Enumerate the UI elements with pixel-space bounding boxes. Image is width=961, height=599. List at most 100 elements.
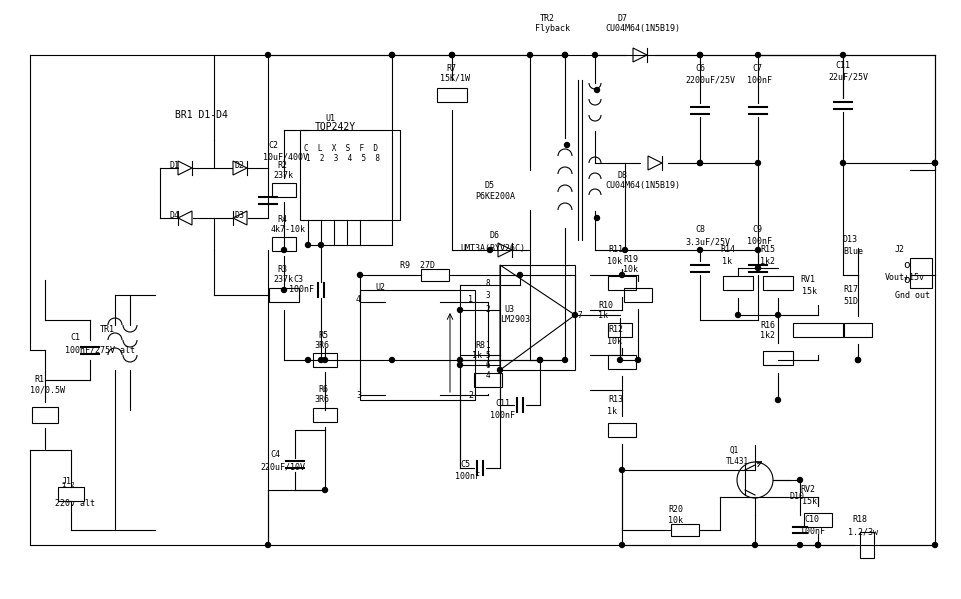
Text: 237k: 237k <box>273 171 293 180</box>
Text: R19: R19 <box>623 256 637 265</box>
Text: C4: C4 <box>270 450 280 459</box>
Bar <box>762 351 792 365</box>
Text: D3: D3 <box>234 210 245 219</box>
Bar <box>723 276 752 290</box>
Text: C10: C10 <box>803 516 818 525</box>
Text: 22uF/25V: 22uF/25V <box>827 72 867 81</box>
Text: 15K/1W: 15K/1W <box>439 74 470 83</box>
Bar <box>843 323 871 337</box>
Text: D7: D7 <box>617 14 628 23</box>
Circle shape <box>797 543 801 547</box>
Circle shape <box>306 243 310 247</box>
Bar <box>624 288 652 302</box>
Circle shape <box>697 161 702 165</box>
Circle shape <box>931 543 937 547</box>
Text: 1k: 1k <box>722 256 731 265</box>
Bar <box>909 258 931 288</box>
Text: 100nF: 100nF <box>489 410 514 419</box>
Circle shape <box>594 87 599 92</box>
Text: 8: 8 <box>485 280 489 289</box>
Text: 3.3uF/25V: 3.3uF/25V <box>684 237 729 247</box>
Text: R4: R4 <box>277 216 286 225</box>
Circle shape <box>527 53 532 58</box>
Circle shape <box>537 358 542 362</box>
Text: D2: D2 <box>234 161 245 170</box>
Bar <box>607 423 635 437</box>
Text: 100nF/275V alt: 100nF/275V alt <box>65 346 135 355</box>
Text: C1: C1 <box>70 334 80 343</box>
Circle shape <box>592 53 597 58</box>
Text: U2: U2 <box>375 283 384 292</box>
Bar <box>312 408 336 422</box>
Text: C  L  X  S  F  D: C L X S F D <box>304 144 378 153</box>
Text: R20: R20 <box>667 506 682 515</box>
Circle shape <box>282 288 286 292</box>
Circle shape <box>754 161 760 165</box>
Bar <box>421 269 449 281</box>
Circle shape <box>318 358 323 362</box>
Text: D4: D4 <box>170 210 180 219</box>
Text: 4k7-10k: 4k7-10k <box>271 225 306 234</box>
Text: 10/0.5W: 10/0.5W <box>30 386 65 395</box>
Text: D13: D13 <box>842 235 857 244</box>
Text: LM2903: LM2903 <box>500 316 530 325</box>
Bar <box>859 532 874 558</box>
Text: C7: C7 <box>752 63 761 72</box>
Circle shape <box>449 53 454 58</box>
Text: 237k: 237k <box>273 276 293 285</box>
Text: 1: 1 <box>467 295 473 304</box>
Bar <box>671 524 699 536</box>
Text: 100nF: 100nF <box>800 528 825 537</box>
Text: C2: C2 <box>268 141 278 150</box>
Circle shape <box>497 368 502 373</box>
Text: R9  27D: R9 27D <box>400 261 434 270</box>
Circle shape <box>752 543 756 547</box>
Text: TR1: TR1 <box>100 325 115 334</box>
Text: 1k: 1k <box>606 407 616 416</box>
Circle shape <box>754 53 760 58</box>
Circle shape <box>389 53 394 58</box>
Bar <box>272 237 296 251</box>
Circle shape <box>572 313 577 317</box>
Text: 2200uF/25V: 2200uF/25V <box>684 75 734 84</box>
Bar <box>803 513 831 527</box>
Circle shape <box>357 273 362 277</box>
Text: CU04M64(1N5B19): CU04M64(1N5B19) <box>604 180 679 189</box>
Text: P6KE200A: P6KE200A <box>475 192 514 201</box>
Text: 1  2  3  4  5  8: 1 2 3 4 5 8 <box>306 153 380 162</box>
Circle shape <box>619 543 624 547</box>
Bar <box>474 373 502 387</box>
Bar <box>58 487 84 501</box>
Bar <box>500 265 575 370</box>
Circle shape <box>457 362 462 368</box>
Text: TOP242Y: TOP242Y <box>314 122 356 132</box>
Circle shape <box>619 273 624 277</box>
Text: 10uF/400V: 10uF/400V <box>262 153 308 162</box>
Circle shape <box>537 358 542 362</box>
Text: RV2: RV2 <box>800 486 814 495</box>
Text: Q1: Q1 <box>729 446 738 455</box>
Circle shape <box>322 488 327 492</box>
Circle shape <box>322 358 327 362</box>
Circle shape <box>697 161 702 165</box>
Text: J1: J1 <box>62 477 72 486</box>
Circle shape <box>854 358 859 362</box>
Text: 2: 2 <box>467 391 473 400</box>
Text: C11: C11 <box>495 400 509 409</box>
Circle shape <box>389 358 394 362</box>
Text: R8: R8 <box>475 340 484 349</box>
Text: R14: R14 <box>719 246 734 255</box>
Text: 1k2: 1k2 <box>759 256 775 265</box>
Circle shape <box>562 53 567 58</box>
Text: J2: J2 <box>894 246 904 255</box>
Text: R17: R17 <box>842 286 857 295</box>
Text: CU04M64(1N5B19): CU04M64(1N5B19) <box>604 23 679 32</box>
Text: 6: 6 <box>485 362 489 371</box>
Text: 10k: 10k <box>667 516 682 525</box>
Text: 3R6: 3R6 <box>313 340 329 349</box>
Text: U1: U1 <box>325 113 334 123</box>
Circle shape <box>617 358 622 362</box>
Bar <box>272 183 296 197</box>
Text: R7: R7 <box>446 63 456 72</box>
Text: 5: 5 <box>485 350 489 359</box>
